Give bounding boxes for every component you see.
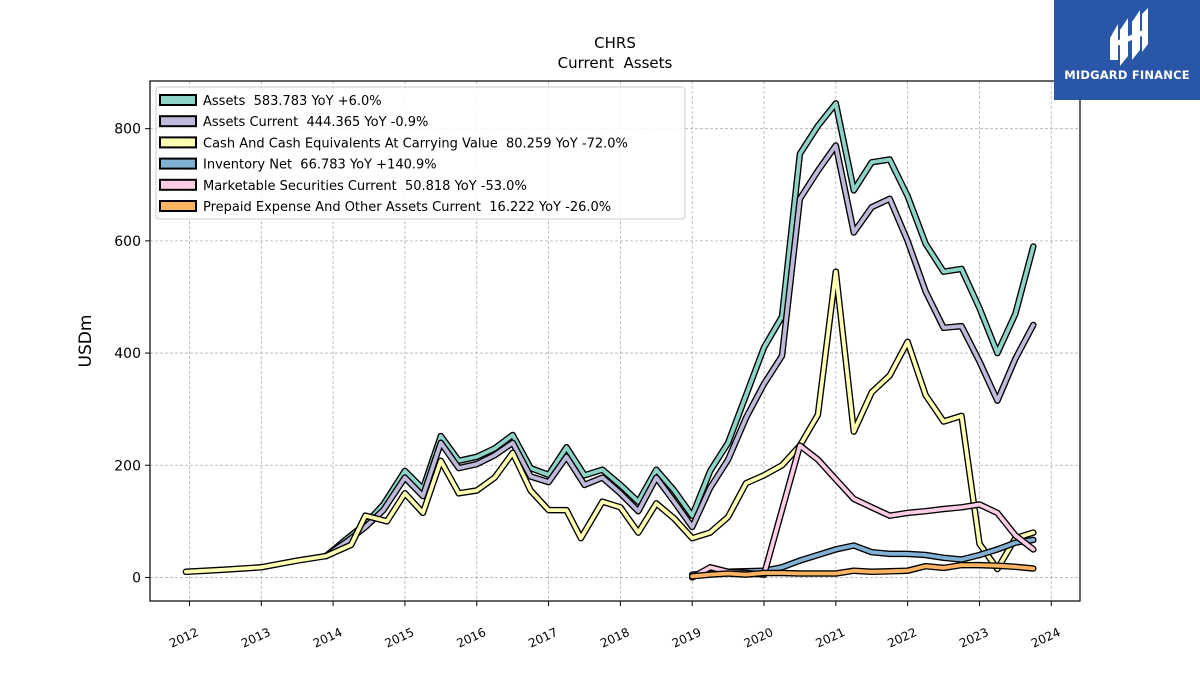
legend-entry: Prepaid Expense And Other Assets Current… (203, 200, 611, 215)
x-tick-label: 2017 (526, 625, 560, 651)
series-0 (322, 100, 1037, 560)
legend-box (155, 86, 686, 220)
series-line (690, 563, 1036, 579)
series-line (690, 538, 1036, 577)
series-line (184, 269, 1036, 574)
legend-swatch (159, 115, 197, 128)
legend-swatch (159, 178, 197, 191)
legend-entry: Assets Current 444.365 YoY -0.9% (203, 115, 428, 130)
x-tick-label: 2013 (239, 625, 273, 651)
y-tick-label: 800 (114, 122, 141, 138)
legend-entry: Marketable Securities Current 50.818 YoY… (203, 179, 527, 194)
legend-swatch (159, 136, 197, 149)
legend-entry: Inventory Net 66.783 YoY +140.9% (203, 158, 437, 173)
x-tick-label: 2020 (742, 625, 776, 651)
legend-swatch (159, 157, 197, 170)
series-3 (688, 536, 1037, 578)
x-tick-label: 2022 (885, 625, 919, 651)
midgard-finance-logo: MIDGARD FINANCE (1054, 0, 1200, 100)
y-tick-label: 600 (114, 234, 141, 250)
y-tick-label: 200 (114, 458, 141, 474)
chart-subtitle: Current Assets (558, 54, 673, 72)
legend-entry: Assets 583.783 YoY +6.0% (203, 94, 382, 109)
series-5 (688, 561, 1037, 580)
x-tick-label: 2015 (383, 625, 417, 651)
plot-frame (149, 80, 1081, 602)
midgard-logo-icon (1110, 8, 1148, 66)
y-axis-label: USDm (76, 315, 96, 368)
x-tick-label: 2016 (454, 625, 488, 651)
x-tick-label: 2023 (957, 625, 991, 651)
y-tick-label: 0 (132, 570, 141, 586)
x-tick-label: 2024 (1029, 625, 1063, 651)
x-tick-label: 2018 (598, 625, 632, 651)
legend-swatch (159, 200, 197, 212)
legend-swatch (159, 94, 197, 106)
logo-text: MIDGARD FINANCE (1064, 68, 1190, 82)
series-2 (182, 268, 1037, 576)
legend-entry: Cash And Cash Equivalents At Carrying Va… (203, 136, 628, 151)
series-1 (322, 142, 1037, 560)
x-tick-label: 2014 (311, 625, 345, 651)
x-tick-label: 2021 (813, 625, 847, 651)
series-line (324, 101, 1036, 558)
series-line (324, 143, 1036, 558)
x-tick-label: 2019 (670, 625, 704, 651)
series-outline (182, 268, 1037, 576)
x-tick-label: 2012 (167, 625, 201, 651)
chart-title: CHRS (594, 34, 636, 52)
y-tick-label: 400 (114, 346, 141, 362)
